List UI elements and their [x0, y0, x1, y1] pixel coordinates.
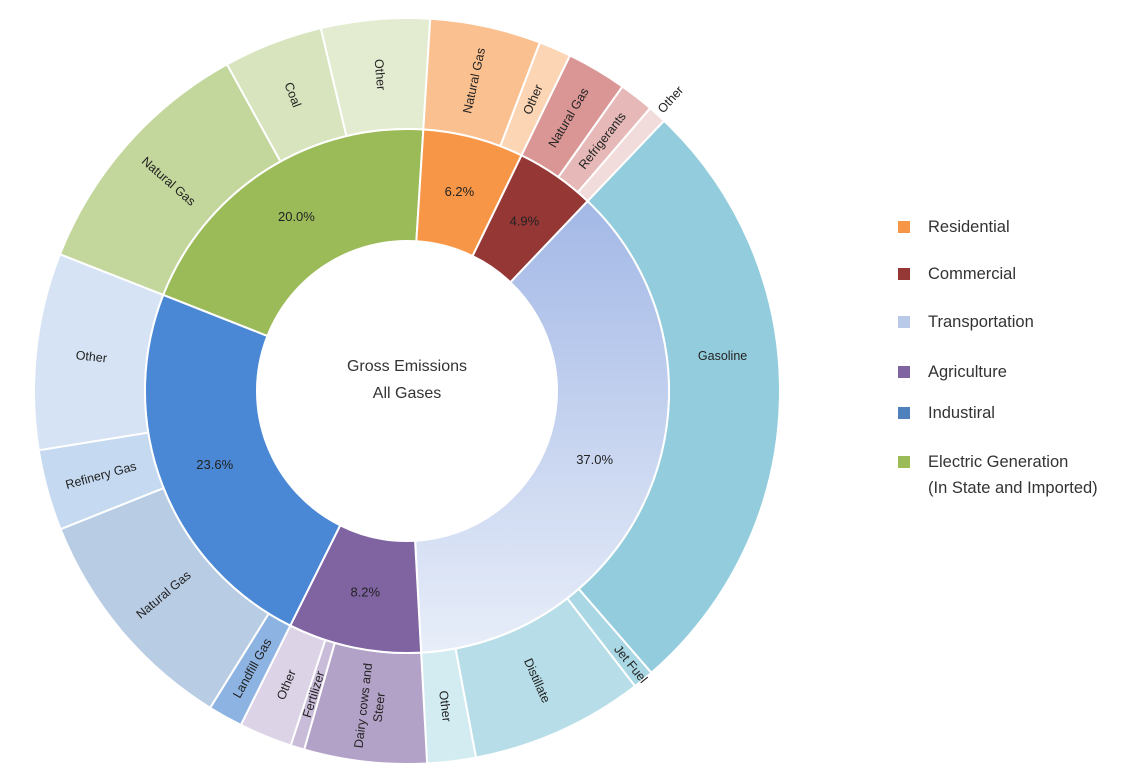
legend-swatch-residential: [898, 221, 910, 233]
legend-swatch-industiral: [898, 407, 910, 419]
inner-segment-electric-generation: [161, 128, 425, 338]
legend-label-electric-generation: Electric Generation: [928, 453, 1068, 471]
outer-label-transportation-other: Other: [436, 690, 454, 723]
legend-swatch-commercial: [898, 268, 910, 280]
inner-segment-industrial: [144, 293, 342, 627]
outer-ring: [33, 17, 781, 765]
legend-swatch-electric-generation: [898, 456, 910, 468]
legend-label-transportation: Transportation: [928, 313, 1034, 331]
legend-swatch-agriculture: [898, 366, 910, 378]
outer-label-industrial-other: Other: [75, 348, 108, 365]
legend-swatch-transportation: [898, 316, 910, 328]
inner-label-residential: 6.2%: [445, 184, 475, 199]
inner-label-industrial: 23.6%: [196, 457, 233, 472]
legend-label-residential: Residential: [928, 218, 1010, 236]
center-label: Gross Emissions All Gases: [347, 358, 467, 402]
inner-label-commercial: 4.9%: [510, 214, 540, 229]
legend-label-electric-generation-line-2: (In State and Imported): [928, 479, 1098, 497]
center-label-line-1: Gross Emissions: [347, 358, 467, 375]
inner-label-agriculture: 8.2%: [350, 585, 380, 600]
legend-label-industiral: Industiral: [928, 404, 995, 422]
inner-label-electric-generation: 20.0%: [278, 209, 315, 224]
legend: Residential Commercial Transportation Agric…: [898, 218, 1098, 497]
outer-label-transportation-gasoline: Gasoline: [698, 349, 747, 363]
outer-label-electric-generation-other: Other: [372, 58, 389, 90]
inner-segment-transportation: [414, 199, 670, 654]
inner-label-transportation: 37.0%: [576, 452, 613, 467]
legend-label-agriculture: Agriculture: [928, 363, 1007, 381]
center-label-line-2: All Gases: [373, 385, 441, 402]
outer-label-commercial-other: Other: [655, 83, 686, 116]
inner-ring: [144, 128, 670, 654]
legend-label-commercial: Commercial: [928, 265, 1016, 283]
inner-labels: 20.0% 6.2% 4.9% 37.0% 8.2% 23.6%: [196, 184, 613, 600]
